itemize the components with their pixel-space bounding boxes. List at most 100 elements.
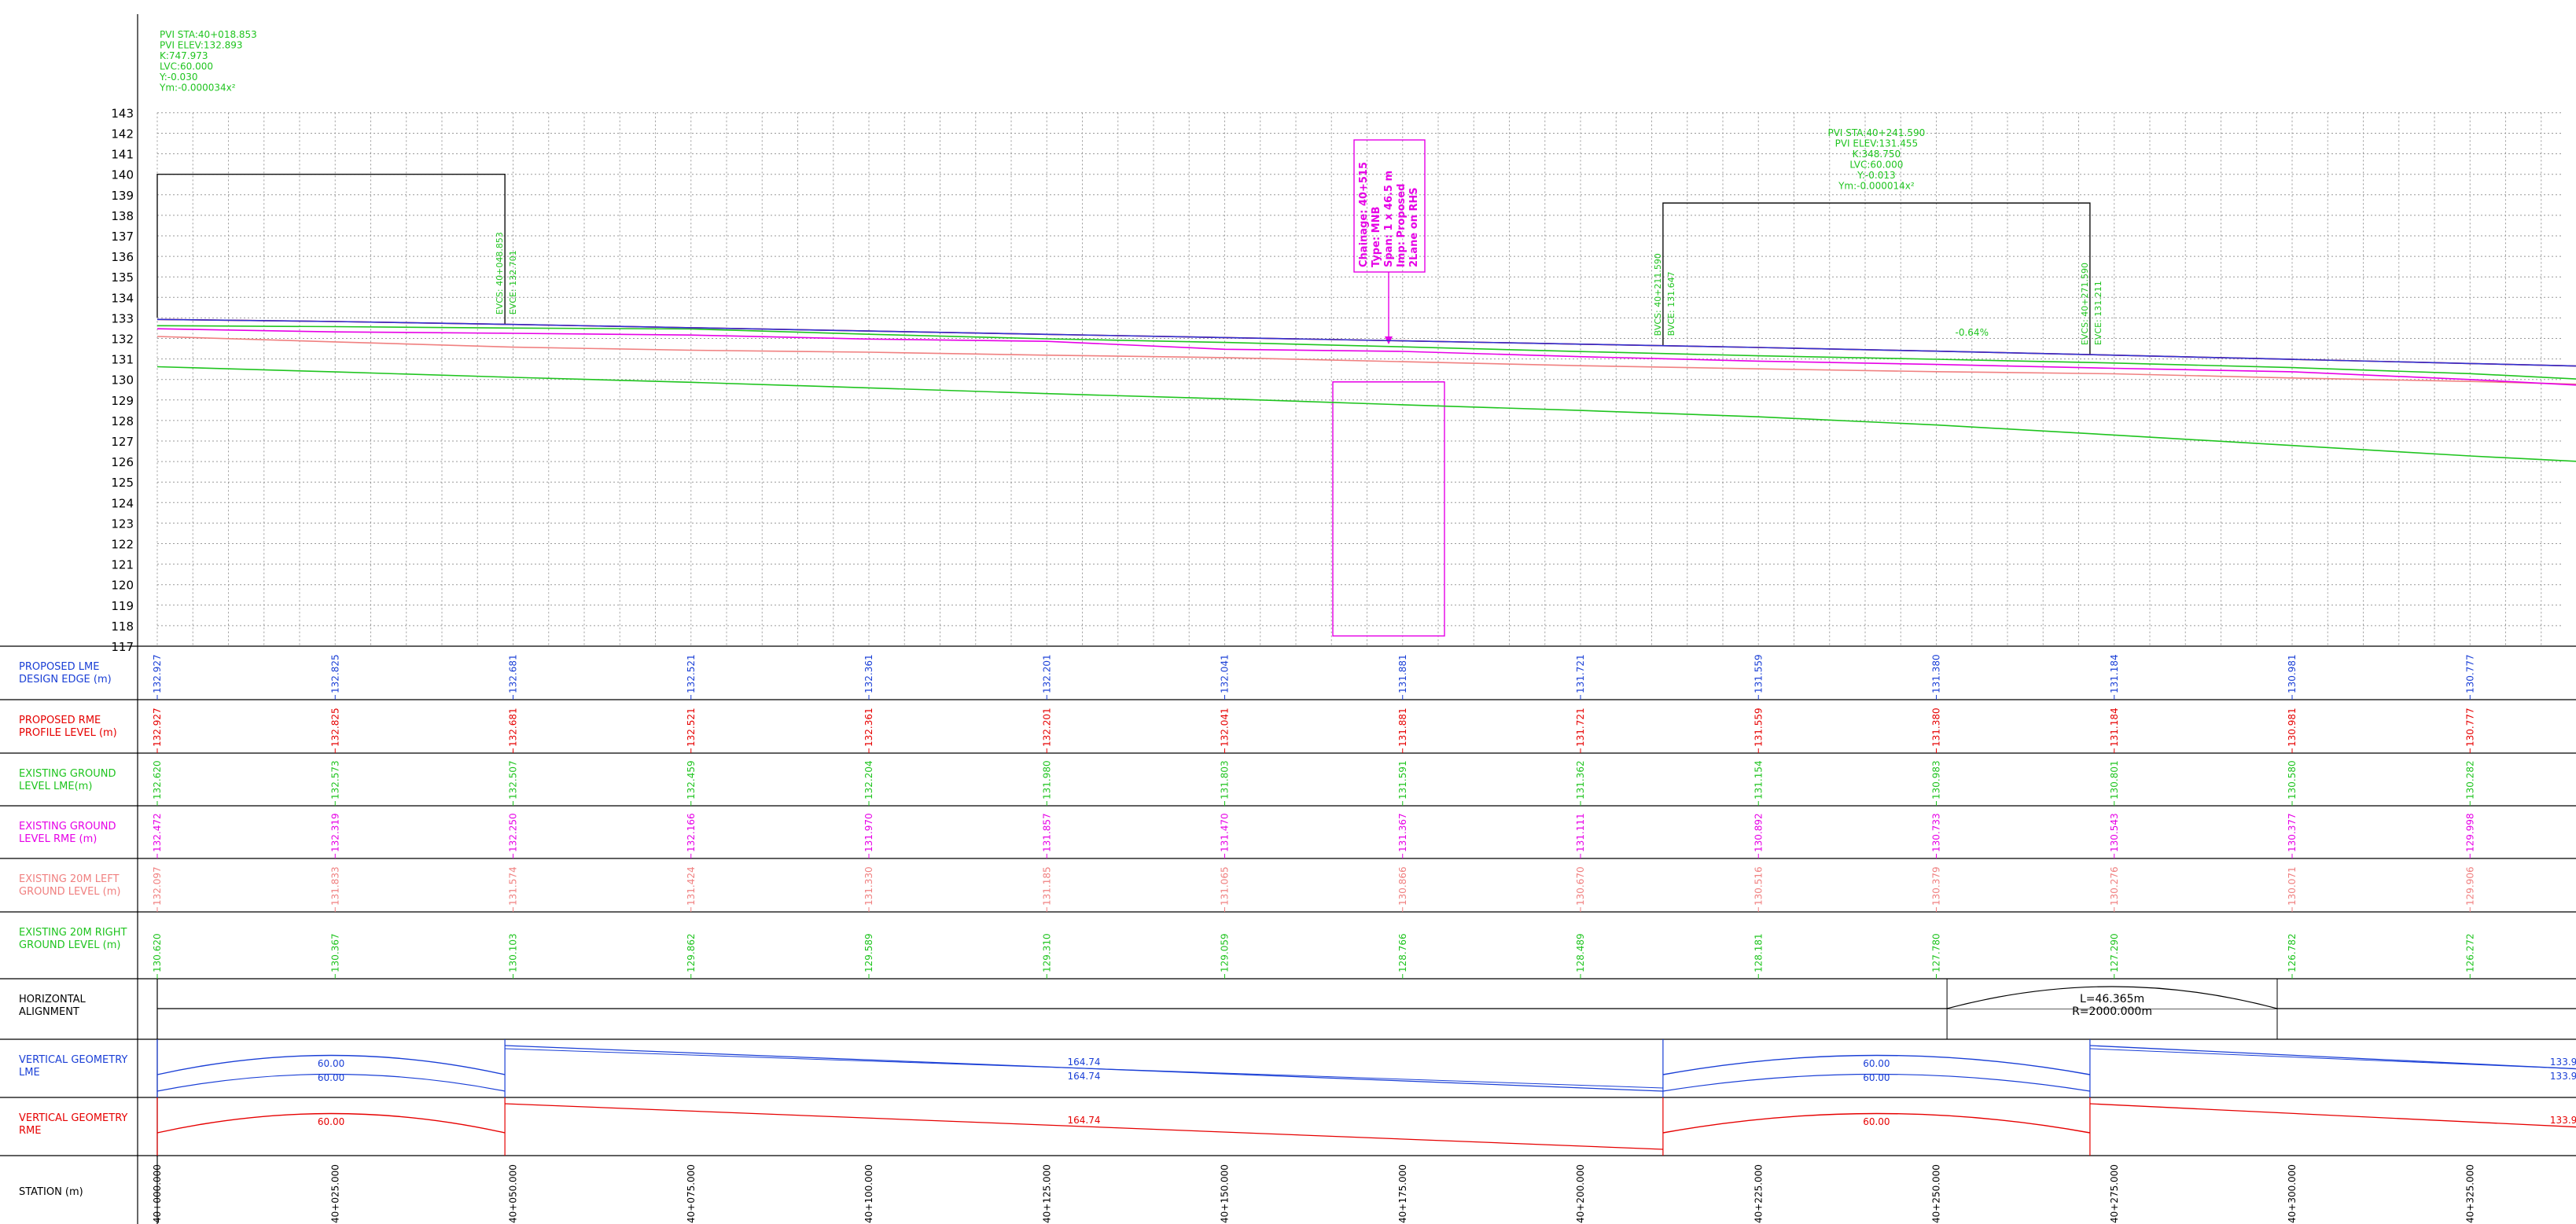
- band-value: 130.103: [508, 933, 519, 972]
- pvi-label-line: Y:-0.013: [1857, 170, 1895, 181]
- station-value: 40+050.000: [508, 1164, 519, 1223]
- elevation-tick-label: 122: [111, 538, 134, 552]
- band-value: 129.998: [2464, 813, 2475, 852]
- elevation-tick-label: 129: [111, 394, 134, 408]
- band-value: 130.580: [2287, 760, 2298, 799]
- station-value: 40+025.000: [329, 1164, 340, 1223]
- band-value: 126.272: [2464, 933, 2475, 972]
- band-label: PROFILE LEVEL (m): [19, 727, 117, 739]
- elevation-tick-label: 117: [111, 640, 134, 654]
- vg-curve-label: 60.00: [1863, 1072, 1890, 1083]
- pvi-label-line: LVC:60.000: [1849, 160, 1903, 171]
- vc-elevation-label: BVCE: 131.647: [1666, 271, 1676, 336]
- bridge-label-line: Chainage: 40+515: [1358, 162, 1370, 267]
- existing-ground-lme-line: [156, 325, 2576, 380]
- band-value: 131.184: [2109, 708, 2120, 747]
- band-label: EXISTING GROUND: [19, 821, 116, 833]
- vc-elevation-label: EVCE: 131.211: [2093, 281, 2103, 345]
- elevation-tick-label: 142: [111, 127, 134, 142]
- elevation-tick-label: 124: [111, 496, 134, 510]
- curve-length-label: L=46.365m: [2080, 993, 2144, 1005]
- elevation-tick-label: 136: [111, 250, 134, 264]
- band-value: 131.857: [1041, 813, 1052, 852]
- elevation-tick-label: 123: [111, 516, 134, 531]
- station-value: 40+250.000: [1931, 1164, 1942, 1223]
- pvi-label-line: LVC:60.000: [160, 61, 213, 72]
- vg-curve: [1662, 1112, 2091, 1134]
- bridge-label-line: Type: MNB: [1371, 207, 1382, 267]
- station-value: 40+000.000: [152, 1164, 163, 1223]
- pvi-label-line: PVI STA:40+018.853: [160, 29, 257, 40]
- band-value: 132.507: [508, 760, 519, 799]
- band-value: 130.276: [2109, 866, 2120, 906]
- band-value: 131.424: [686, 866, 697, 906]
- band-value: 132.681: [508, 654, 519, 693]
- band-value: 131.065: [1220, 866, 1231, 906]
- band-value: 132.361: [863, 654, 874, 693]
- station-value: 40+075.000: [686, 1164, 697, 1223]
- band-label: LEVEL LME(m): [19, 781, 92, 792]
- vg-curve-label: 60.00: [1863, 1058, 1890, 1069]
- vc-station-label: EVCS: 40+048.853: [495, 232, 505, 314]
- band-value: 130.367: [329, 933, 340, 972]
- band-value: 131.980: [1041, 760, 1052, 799]
- vg-curve: [1662, 1054, 2091, 1075]
- elevation-tick-label: 134: [111, 291, 134, 305]
- band-value: 132.927: [152, 654, 163, 693]
- band-value: 132.166: [686, 813, 697, 852]
- band-value: 131.330: [863, 866, 874, 906]
- station-value: 40+300.000: [2287, 1164, 2298, 1223]
- band-value: 131.970: [863, 813, 874, 852]
- vg-curve-secondary: [1662, 1073, 2090, 1092]
- band-label: HORIZONTAL: [19, 994, 86, 1005]
- elevation-tick-label: 126: [111, 455, 134, 469]
- profile-grid: [137, 14, 2563, 1224]
- vg-curve-label: 60.00: [318, 1058, 344, 1069]
- band-value: 131.574: [508, 866, 519, 906]
- band-value: 131.881: [1397, 708, 1408, 747]
- band-value: 131.470: [1220, 813, 1231, 852]
- band-value: 130.282: [2464, 760, 2475, 799]
- elevation-tick-label: 139: [111, 189, 134, 203]
- band-value: 127.780: [1931, 933, 1942, 972]
- elevation-tick-label: 132: [111, 333, 134, 347]
- station-value: 40+125.000: [1041, 1164, 1052, 1223]
- vg-tangent-secondary: [2089, 1048, 2576, 1069]
- band-value: 130.620: [152, 933, 163, 972]
- vg-tangent-secondary: [505, 1048, 1663, 1089]
- pvi-label-line: PVI ELEV:131.455: [1835, 138, 1919, 149]
- pvi-label-line: Y:-0.030: [159, 72, 197, 83]
- band-value: 130.543: [2109, 813, 2120, 852]
- profile-lines: [156, 318, 2576, 462]
- band-label: EXISTING GROUND: [19, 768, 116, 780]
- vc-marker-frame: [1662, 202, 2091, 355]
- band-value: 129.862: [686, 933, 697, 972]
- bridge-label-line: 2Lane on RHS: [1408, 187, 1420, 267]
- elevation-tick-label: 125: [111, 476, 134, 490]
- bridge-callout: Chainage: 40+515 Type: MNB Span: 1 x 46.5 …: [1332, 139, 1445, 637]
- band-label: DESIGN EDGE (m): [19, 674, 112, 686]
- band-label: GROUND LEVEL (m): [19, 886, 120, 898]
- pvi-label-line: Ym:-0.000014x²: [1838, 181, 1915, 192]
- grade-labels: -0.64%-0.81%-0.00%-0.30%: [1956, 327, 1989, 338]
- band-value: 130.733: [1931, 813, 1942, 852]
- vg-tangent: [505, 1103, 1663, 1150]
- band-value: 131.184: [2109, 654, 2120, 693]
- band-value: 130.801: [2109, 760, 2120, 799]
- band-value: 132.573: [329, 760, 340, 799]
- station-value: 40+200.000: [1575, 1164, 1586, 1223]
- vc-station-label: BVCS: 40+211.590: [1653, 253, 1663, 336]
- curve-radius-label: R=2000.000m: [2072, 1005, 2152, 1018]
- proposed-lme-line: [156, 318, 2576, 367]
- band-value: 132.201: [1041, 708, 1052, 747]
- station-value: 40+325.000: [2464, 1164, 2475, 1223]
- band-value: 131.185: [1041, 866, 1052, 906]
- pvi-label-line: K:747.973: [160, 50, 208, 61]
- band-label: EXISTING 20M RIGHT: [19, 927, 127, 939]
- band-value: 130.981: [2287, 654, 2298, 693]
- band-value: 128.181: [1753, 933, 1764, 972]
- vg-curve-label: 60.00: [318, 1072, 344, 1083]
- band-value: 129.059: [1220, 933, 1231, 972]
